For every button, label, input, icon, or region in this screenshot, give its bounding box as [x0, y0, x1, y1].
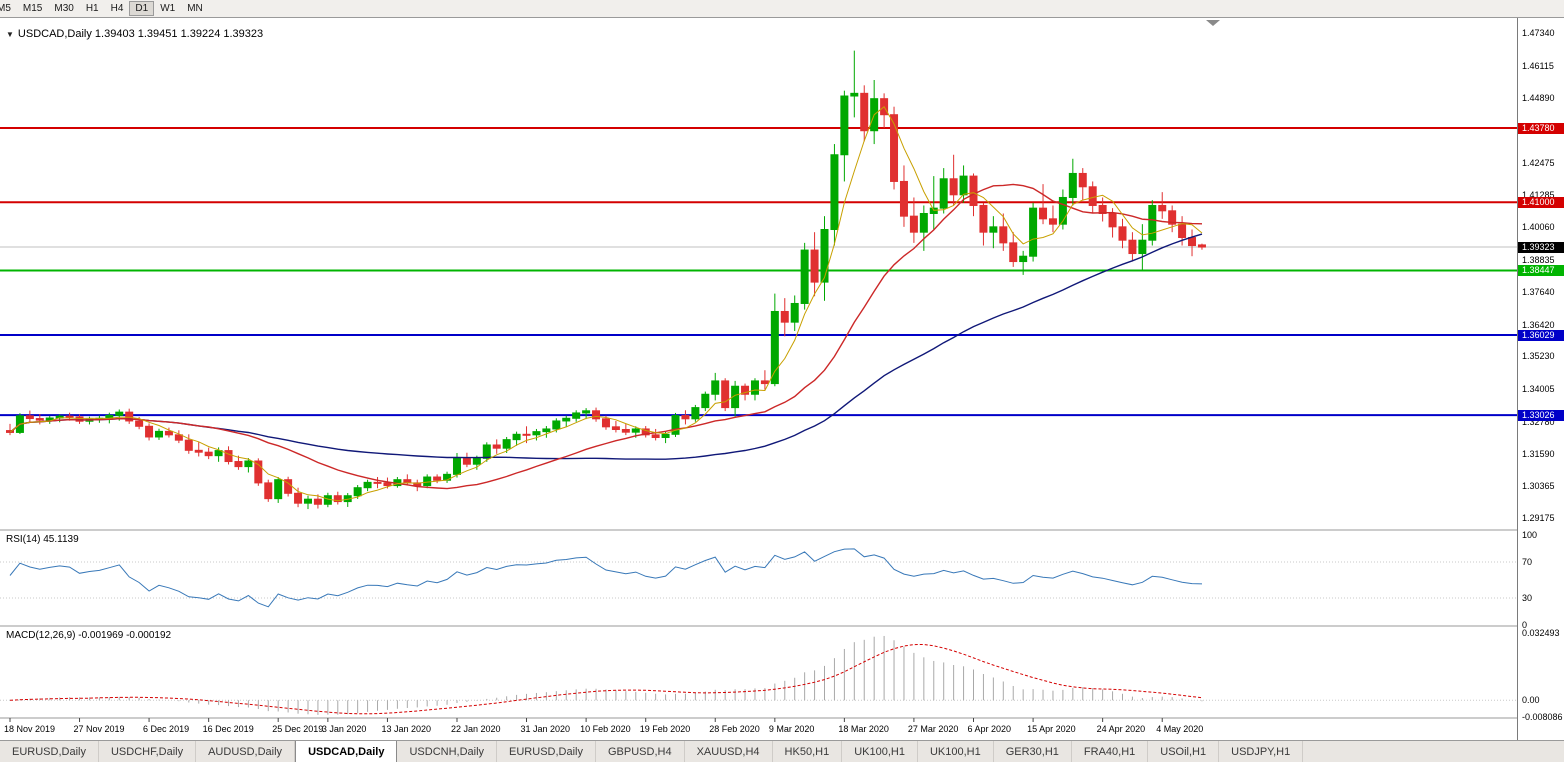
date-axis-label: 27 Nov 2019	[73, 724, 125, 734]
timeframe-button-w1[interactable]: W1	[160, 3, 176, 14]
price-axis-badge: 1.36029	[1518, 329, 1564, 341]
chart-tab-audusd-daily[interactable]: AUDUSD,Daily	[196, 741, 296, 762]
macd-axis-label: 0.032493	[1522, 628, 1560, 638]
timeframe-button-d1[interactable]: D1	[129, 1, 155, 16]
timeframe-toolbar: M5 M15 M30 H1 H4 D1 W1 MN	[0, 0, 1564, 18]
timeframe-button-m5[interactable]: M5	[0, 3, 11, 14]
chart-tab-uk100-h1[interactable]: UK100,H1	[918, 741, 994, 762]
price-axis-tick: 1.30365	[1522, 481, 1555, 492]
rsi-axis-label: 0	[1522, 620, 1528, 630]
timeframe-button-h1[interactable]: H1	[85, 3, 99, 14]
rsi-axis-label: 100	[1522, 530, 1538, 540]
timeframe-button-m15[interactable]: M15	[22, 3, 43, 14]
chart-tab-usdcad-daily[interactable]: USDCAD,Daily	[295, 741, 398, 762]
chart-tab-bar: EURUSD,Daily USDCHF,Daily AUDUSD,Daily USDC…	[0, 740, 1564, 762]
date-axis-label: 15 Apr 2020	[1027, 724, 1076, 734]
date-axis-label: 18 Mar 2020	[838, 724, 889, 734]
chart-tab-usdchf-daily[interactable]: USDCHF,Daily	[99, 741, 197, 762]
chart-tab-gbpusd-h4[interactable]: GBPUSD,H4	[596, 741, 685, 762]
timeframe-button-m30[interactable]: M30	[54, 3, 74, 14]
chart-canvas[interactable]	[0, 18, 1517, 740]
date-axis-label: 24 Apr 2020	[1096, 724, 1146, 734]
timeframe-button-h4[interactable]: H4	[110, 3, 124, 14]
price-axis-tick: 1.37640	[1522, 286, 1555, 297]
macd-axis-label: 0.00	[1522, 695, 1540, 706]
date-axis-label: 22 Jan 2020	[450, 724, 501, 734]
chart-tab-eurusd-daily[interactable]: EURUSD,Daily	[0, 741, 99, 762]
price-axis-tick: 1.44890	[1522, 93, 1555, 104]
date-axis-label: 31 Jan 2020	[520, 724, 571, 734]
chart-tab-uk100-h1[interactable]: UK100,H1	[842, 741, 918, 762]
date-axis-label: 27 Mar 2020	[907, 724, 959, 734]
chart-tab-eurusd-daily[interactable]: EURUSD,Daily	[497, 741, 596, 762]
price-axis-badge: 1.41000	[1518, 196, 1564, 208]
date-axis-label: 6 Apr 2020	[967, 724, 1012, 734]
date-axis-label: 9 Mar 2020	[768, 724, 815, 734]
chart-tab-usdjpy-h1[interactable]: USDJPY,H1	[1219, 741, 1304, 762]
price-axis-tick: 1.41285	[1522, 189, 1555, 200]
price-axis-badge: 1.43780	[1518, 122, 1564, 134]
price-axis-badge: 1.39323	[1518, 241, 1564, 253]
price-axis[interactable]: 1.47340 1.46115 1.44890 1.42475 1.41285 1.400…	[1517, 18, 1564, 740]
date-axis-label: 16 Dec 2019	[202, 724, 254, 734]
date-axis-label: 3 Jan 2020	[321, 724, 367, 734]
date-axis-label: 19 Feb 2020	[639, 724, 691, 734]
date-axis-label: 13 Jan 2020	[381, 724, 431, 734]
price-axis-badge: 1.33026	[1518, 409, 1564, 421]
price-axis-tick: 1.40060	[1522, 222, 1555, 233]
chart-tab-hk50-h1[interactable]: HK50,H1	[773, 741, 843, 762]
price-axis-tick: 1.35230	[1522, 351, 1555, 362]
price-axis-tick: 1.46115	[1522, 60, 1554, 71]
chart-tab-usdcnh-daily[interactable]: USDCNH,Daily	[397, 741, 498, 762]
date-axis-label: 28 Feb 2020	[709, 724, 760, 734]
price-axis-tick: 1.32780	[1522, 416, 1555, 427]
chart-tab-xauusd-h4[interactable]: XAUUSD,H4	[685, 741, 773, 762]
chart-window[interactable]: ▼ USDCAD,Daily 1.39403 1.39451 1.39224 1…	[0, 18, 1564, 740]
date-axis-label: 10 Feb 2020	[580, 724, 631, 734]
rsi-axis-label: 70	[1522, 557, 1533, 567]
price-axis-badge: 1.38447	[1518, 264, 1564, 276]
price-axis-tick: 1.29175	[1522, 513, 1555, 523]
price-axis-tick: 1.34005	[1522, 384, 1555, 395]
price-axis-tick: 1.36420	[1522, 319, 1555, 330]
timeframe-button-mn[interactable]: MN	[187, 3, 203, 14]
price-axis-tick: 1.38835	[1522, 255, 1555, 266]
rsi-axis-label: 30	[1522, 593, 1533, 603]
price-axis-tick: 1.31590	[1522, 448, 1555, 459]
date-axis-label: 4 May 2020	[1156, 724, 1204, 734]
date-axis[interactable]: 18 Nov 2019 27 Nov 2019 6 Dec 2019 16 Dec 2…	[0, 718, 1517, 740]
chart-tab-fra40-h1[interactable]: FRA40,H1	[1072, 741, 1149, 762]
chart-tab-usoil-h1[interactable]: USOil,H1	[1148, 741, 1220, 762]
price-axis-tick: 1.42475	[1522, 157, 1555, 168]
date-axis-label: 25 Dec 2019	[272, 724, 324, 734]
date-axis-label: 18 Nov 2019	[4, 724, 56, 734]
macd-axis-label: -0.008086	[1522, 711, 1563, 722]
chart-tab-ger30-h1[interactable]: GER30,H1	[994, 741, 1072, 762]
price-axis-tick: 1.47340	[1522, 28, 1555, 38]
date-axis-label: 6 Dec 2019	[143, 724, 190, 734]
